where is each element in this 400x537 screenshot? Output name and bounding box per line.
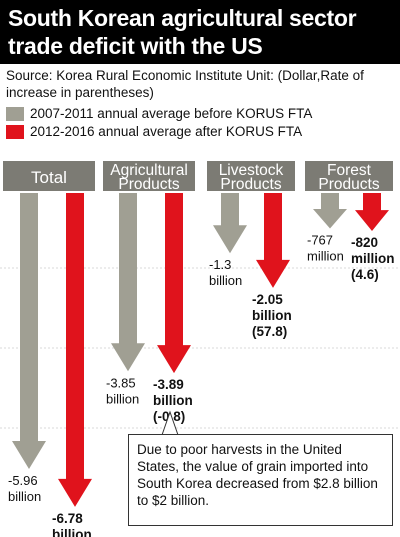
legend-label-after: 2012-2016 annual average after KORUS FTA	[30, 124, 303, 139]
annotation-callout: Due to poor harvests in the United State…	[128, 434, 393, 526]
category-header-3	[305, 161, 393, 191]
category-label-1: Agricultural Products	[110, 162, 188, 193]
bar-after-3	[355, 193, 389, 231]
value-label-after-2: -2.05 billion (57.8)	[252, 292, 292, 339]
legend-label-before: 2007-2011 annual average before KORUS FT…	[30, 106, 313, 121]
bar-before-2	[213, 193, 247, 254]
bar-after-1	[157, 193, 191, 374]
value-label-after-3: -820 million (4.6)	[351, 235, 395, 282]
chart-title: South Korean agricultural sector trade d…	[0, 0, 400, 64]
category-label-3: Forest Products	[318, 162, 379, 193]
legend-swatch-before	[6, 106, 24, 121]
value-label-before-3: -767 million	[307, 233, 344, 264]
bar-before-0	[12, 193, 46, 469]
legend-item-before: 2007-2011 annual average before KORUS FT…	[6, 105, 312, 122]
source-note: Source: Korea Rural Economic Institute U…	[6, 68, 364, 100]
value-label-before-2: -1.3 billion	[209, 257, 242, 288]
category-header-0	[3, 161, 95, 191]
category-label-2: Livestock Products	[219, 162, 284, 193]
bar-before-1	[111, 193, 145, 372]
bar-before-3	[313, 193, 347, 229]
legend-item-after: 2012-2016 annual average after KORUS FTA	[6, 123, 302, 140]
bar-after-0	[58, 193, 92, 507]
value-label-before-0: -5.96 billion	[8, 473, 41, 504]
category-label-0: Total	[31, 168, 67, 187]
legend-swatch-after	[6, 124, 24, 139]
category-header-2	[207, 161, 295, 191]
category-header-1	[103, 161, 195, 191]
bar-after-2	[256, 193, 290, 288]
value-label-before-1: -3.85 billion	[106, 375, 139, 406]
